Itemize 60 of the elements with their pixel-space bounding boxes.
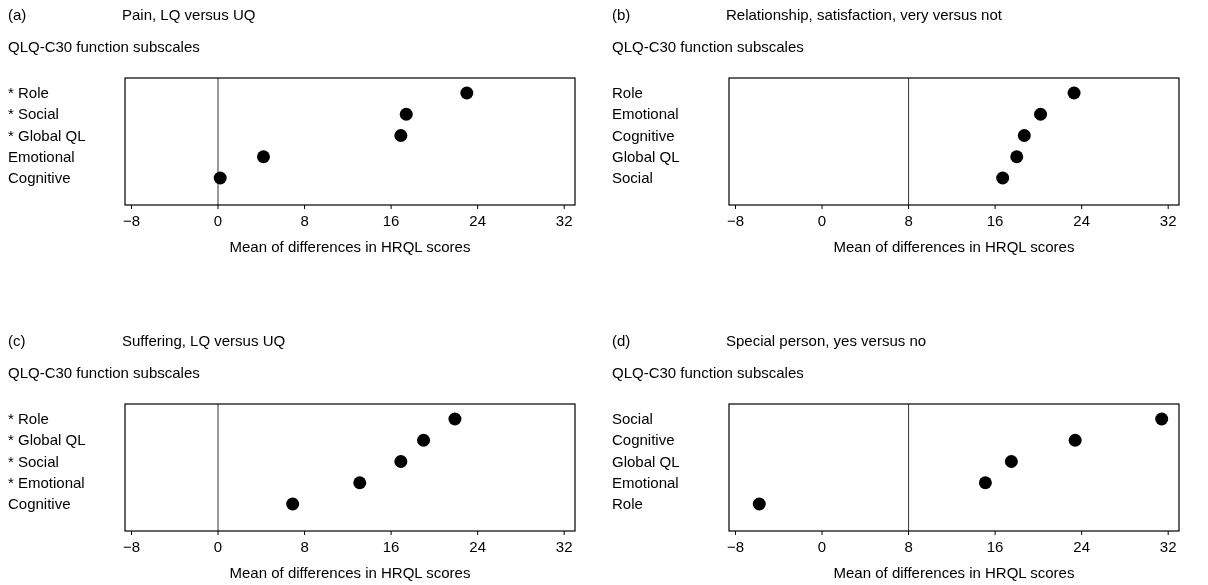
- x-tick-label: 16: [382, 538, 400, 555]
- x-tick-label: 16: [986, 538, 1004, 555]
- x-axis-title: Mean of differences in HRQL scores: [833, 564, 1075, 581]
- x-axis-title: Mean of differences in HRQL scores: [833, 238, 1075, 255]
- y-tick-label: Social: [612, 410, 653, 427]
- y-tick-label: Emotional: [8, 147, 75, 165]
- y-tick-label: Emotional: [612, 105, 679, 123]
- y-axis-title: QLQ-C30 function subscales: [612, 364, 804, 381]
- x-tick-label: 24: [469, 212, 486, 229]
- y-tick-label: * Global QL: [8, 126, 86, 144]
- chart-title: Pain, LQ versus UQ: [122, 6, 256, 23]
- y-tick-label: Cognitive: [612, 431, 675, 449]
- chart-title: Relationship, satisfaction, very versus not: [726, 6, 1003, 23]
- x-tick-label: 24: [1073, 212, 1090, 229]
- y-tick-label: Role: [612, 84, 643, 101]
- y-tick-label: * Social: [8, 452, 59, 470]
- x-axis-title: Mean of differences in HRQL scores: [229, 564, 471, 581]
- text: (b): [612, 6, 631, 23]
- y-tick-label: Cognitive: [8, 169, 71, 186]
- x-tick-label: 16: [986, 212, 1004, 229]
- x-tick-label: 0: [213, 212, 223, 229]
- y-axis-title: QLQ-C30 function subscales: [612, 38, 804, 55]
- y-tick-label: Global QL: [612, 452, 680, 470]
- x-tick-label: 0: [817, 212, 827, 229]
- x-tick-label: 32: [555, 212, 573, 229]
- chart-title: Suffering, LQ versus UQ: [122, 332, 286, 349]
- text: (d): [612, 332, 631, 349]
- x-tick-label: −8: [122, 212, 141, 229]
- x-tick-label: 32: [555, 538, 573, 555]
- y-tick-label: Cognitive: [8, 495, 71, 512]
- x-tick-label: 32: [1159, 212, 1177, 229]
- x-tick-label: 32: [1159, 538, 1177, 555]
- chart-title: Special person, yes versus no: [726, 332, 927, 349]
- y-tick-label: Social: [612, 169, 653, 186]
- y-tick-label: * Social: [8, 105, 59, 123]
- x-tick-label: 24: [1073, 538, 1090, 555]
- y-tick-label: Global QL: [612, 147, 680, 165]
- y-tick-label: Role: [612, 495, 643, 512]
- x-tick-label: 8: [904, 212, 913, 229]
- y-tick-label: Cognitive: [612, 126, 675, 144]
- x-tick-label: 0: [817, 538, 827, 555]
- x-tick-label: 8: [300, 212, 309, 229]
- x-tick-label: 0: [213, 538, 223, 555]
- x-tick-label: −8: [726, 212, 745, 229]
- x-tick-label: −8: [726, 538, 745, 555]
- y-tick-label: * Role: [8, 410, 49, 427]
- y-tick-label: * Role: [8, 84, 49, 101]
- text: (a): [8, 6, 27, 23]
- y-tick-label: * Emotional: [8, 473, 85, 491]
- text: (c): [8, 332, 26, 349]
- y-axis-title: QLQ-C30 function subscales: [8, 38, 200, 55]
- x-tick-label: 24: [469, 538, 486, 555]
- y-axis-title: QLQ-C30 function subscales: [8, 364, 200, 381]
- y-tick-label: * Global QL: [8, 431, 86, 449]
- x-axis-title: Mean of differences in HRQL scores: [229, 238, 471, 255]
- x-tick-label: 8: [300, 538, 309, 555]
- x-tick-label: 16: [382, 212, 400, 229]
- x-tick-label: −8: [122, 538, 141, 555]
- y-tick-label: Emotional: [612, 473, 679, 491]
- x-tick-label: 8: [904, 538, 913, 555]
